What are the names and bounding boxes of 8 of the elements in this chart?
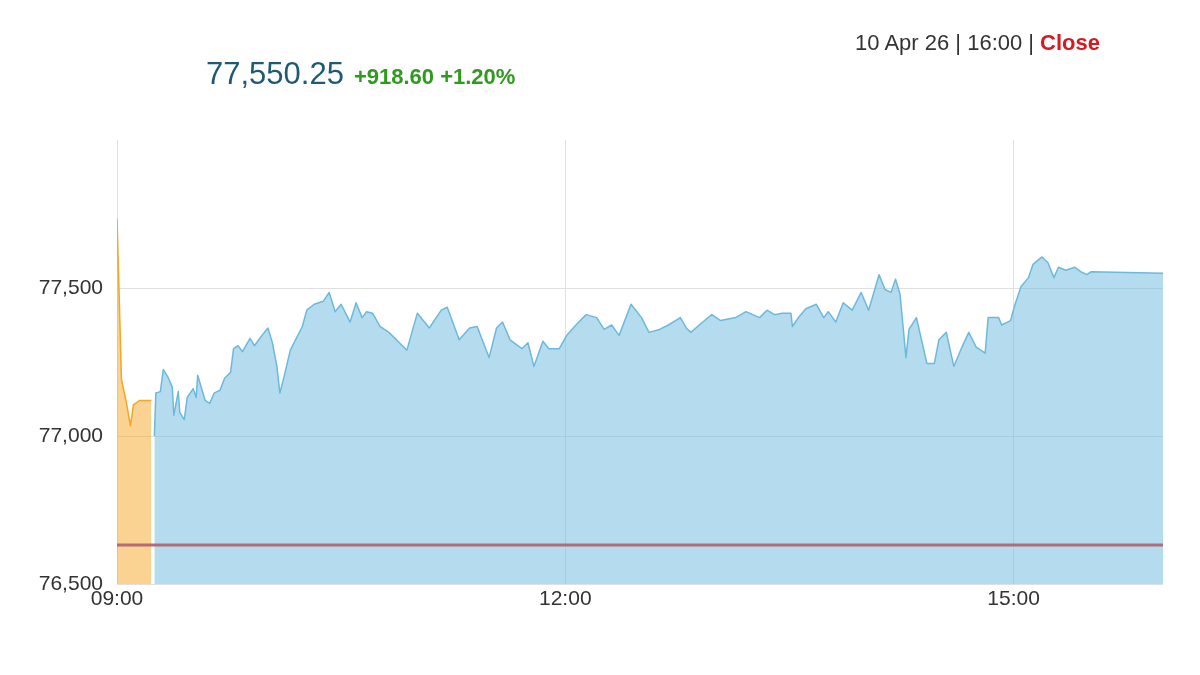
x-tick-label: 15:00: [987, 586, 1040, 610]
y-tick-label: 77,000: [38, 422, 103, 446]
chart-title: 77,550.25: [206, 56, 344, 92]
text: Close: [1040, 30, 1100, 56]
chart-subtitle: +918.60 +1.20%: [353, 64, 516, 90]
y-tick-label: 77,500: [38, 274, 103, 298]
x-tick-label: 12:00: [539, 586, 592, 610]
text: 10 Apr 26 | 16:00 |: [855, 30, 1035, 56]
